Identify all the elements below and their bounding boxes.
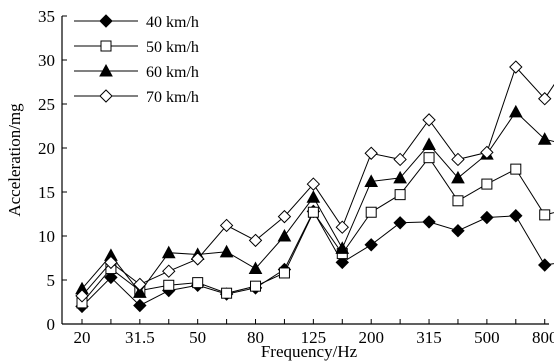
- legend: 40 km/h 50 km/h 60 km/h 70 km/h: [74, 14, 199, 106]
- legend-item: 40 km/h: [74, 14, 199, 31]
- data-point: [307, 206, 319, 218]
- y-tick-label: 35: [38, 7, 55, 26]
- data-point: [221, 287, 233, 299]
- data-point: [335, 220, 349, 234]
- data-point: [480, 145, 494, 160]
- data-point: [364, 238, 378, 252]
- data-point: [99, 89, 113, 103]
- data-point: [75, 289, 89, 303]
- x-tick-label: 20: [74, 328, 91, 347]
- data-point: [132, 285, 147, 298]
- data-point: [423, 152, 435, 164]
- data-point: [393, 216, 407, 230]
- data-point: [538, 258, 552, 272]
- y-tick-label: 10: [38, 227, 55, 246]
- legend-item: 60 km/h: [74, 63, 199, 81]
- data-point: [481, 178, 493, 190]
- data-point: [451, 152, 465, 167]
- data-point: [100, 40, 112, 52]
- data-point: [250, 280, 262, 292]
- x-tick-label: 800: [532, 328, 554, 347]
- y-tick-label: 25: [38, 95, 55, 114]
- y-tick-label: 5: [47, 271, 56, 290]
- y-tick-label: 20: [38, 139, 55, 158]
- legend-item: 70 km/h: [74, 89, 199, 106]
- data-point: [452, 195, 464, 207]
- x-tick-label: 200: [358, 328, 384, 347]
- data-point: [306, 190, 321, 203]
- data-point: [422, 215, 436, 229]
- data-point: [394, 189, 406, 201]
- y-tick-label: 30: [38, 51, 55, 70]
- x-tick-label: 315: [416, 328, 442, 347]
- data-point: [99, 63, 113, 77]
- data-point: [364, 146, 378, 160]
- series-50-km-h: [76, 152, 554, 309]
- data-point: [508, 104, 523, 118]
- series-60-km-h: [75, 104, 554, 298]
- data-point: [104, 270, 118, 285]
- data-point: [335, 255, 349, 270]
- y-tick-label: 0: [47, 315, 56, 334]
- x-tick-label: 500: [474, 328, 500, 347]
- data-point: [277, 209, 292, 224]
- legend-item: 50 km/h: [74, 39, 199, 56]
- data-point: [133, 277, 147, 292]
- data-point: [248, 261, 263, 275]
- y-tick-label: 15: [38, 183, 55, 202]
- y-tick-labels: 0 5 10 15 20 25 30 35: [38, 7, 55, 334]
- data-point: [162, 264, 176, 278]
- data-point: [364, 174, 379, 187]
- data-point: [192, 277, 204, 289]
- data-point: [248, 233, 263, 248]
- data-point: [306, 177, 321, 191]
- x-tick-label: 125: [301, 328, 327, 347]
- data-point: [99, 14, 113, 28]
- x-tick-label: 80: [247, 328, 264, 347]
- data-point: [422, 137, 436, 150]
- axes: [61, 15, 549, 325]
- data-point: [509, 60, 523, 74]
- data-point: [422, 113, 436, 127]
- series-line: [81, 210, 554, 307]
- data-point: [480, 210, 494, 225]
- data-point: [510, 163, 522, 175]
- data-point: [451, 170, 465, 184]
- legend-label: 40 km/h: [146, 14, 199, 31]
- data-point: [393, 170, 407, 184]
- data-point: [509, 209, 523, 223]
- data-point: [219, 244, 234, 258]
- data-point: [133, 298, 147, 313]
- x-tick-label: 50: [189, 328, 206, 347]
- legend-label: 50 km/h: [146, 39, 199, 56]
- series-70-km-h: [75, 60, 554, 303]
- legend-label: 70 km/h: [146, 89, 199, 106]
- data-point: [219, 218, 234, 233]
- data-point: [104, 255, 118, 270]
- data-point: [393, 152, 407, 167]
- data-point: [451, 224, 465, 238]
- series-layer: [75, 60, 554, 314]
- legend-label: 60 km/h: [146, 64, 199, 81]
- x-axis-label: Frequency/Hz: [261, 342, 358, 361]
- data-point: [278, 267, 290, 279]
- data-point: [537, 132, 552, 145]
- data-point: [539, 209, 551, 221]
- data-point: [190, 252, 205, 266]
- data-point: [335, 241, 350, 254]
- data-point: [161, 245, 176, 259]
- data-point: [365, 206, 377, 218]
- series-40-km-h: [75, 204, 554, 314]
- y-axis-label: Acceleration/mg: [5, 103, 24, 217]
- x-tick-label: 31.5: [125, 328, 155, 347]
- data-point: [277, 228, 292, 242]
- data-point: [538, 92, 552, 106]
- data-point: [163, 279, 175, 291]
